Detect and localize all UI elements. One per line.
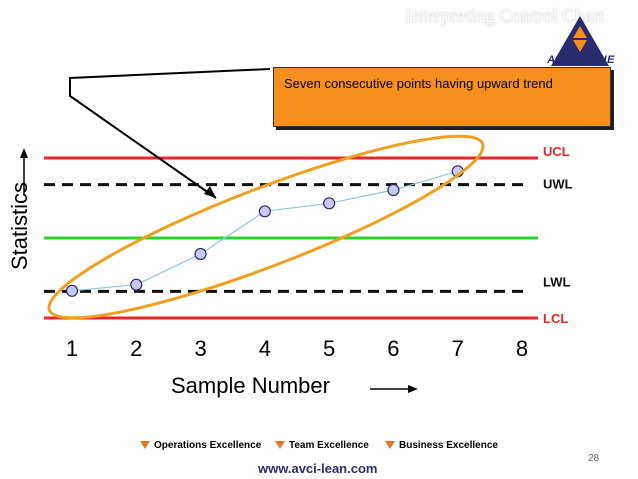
callout-arrow <box>69 68 271 199</box>
triangle-bullet-icon <box>385 441 395 450</box>
lcl-label: LCL <box>543 311 568 326</box>
y-axis-arrow <box>20 148 28 195</box>
x-axis-arrow <box>370 385 418 393</box>
y-axis-title: Statistics <box>7 181 33 271</box>
x-tick-label-4: 4 <box>259 336 271 361</box>
data-point-5 <box>323 197 336 210</box>
control-limits: UCL UWL LWL LCL <box>44 144 573 326</box>
x-axis-title: Sample Number <box>171 373 330 398</box>
triangle-bullet-icon <box>140 441 150 450</box>
x-tick-labels: 1 2 3 4 5 6 7 8 <box>66 336 528 361</box>
ucl-label: UCL <box>543 144 570 159</box>
footer-item-operations: Operations Excellence <box>140 440 261 451</box>
page-number: 28 <box>588 453 600 464</box>
trend-line <box>71 170 458 292</box>
x-tick-label-2: 2 <box>130 336 142 361</box>
page-title: Interpreting Control Chart <box>405 6 605 27</box>
x-tick-label-1: 1 <box>66 336 78 361</box>
logo-text: ADD VALUE <box>547 54 615 66</box>
trend-callout: Seven consecutive points having upward t… <box>273 67 611 127</box>
add-value-logo <box>551 16 609 66</box>
x-tick-label-3: 3 <box>194 336 206 361</box>
data-point-4 <box>258 205 271 218</box>
data-point-2 <box>130 278 143 291</box>
footer-url[interactable]: www.avci-lean.com <box>258 461 378 476</box>
uwl-label: UWL <box>543 177 573 192</box>
triangle-bullet-icon <box>275 441 285 450</box>
x-tick-label-7: 7 <box>452 336 464 361</box>
x-tick-label-6: 6 <box>387 336 399 361</box>
data-point-1 <box>65 284 79 297</box>
footer-item-business: Business Excellence <box>385 440 498 451</box>
lwl-label: LWL <box>543 274 570 289</box>
data-points <box>65 165 464 297</box>
trend-ellipse <box>47 134 485 320</box>
data-point-3 <box>194 247 207 261</box>
x-tick-label-5: 5 <box>323 336 335 361</box>
footer-item-team: Team Excellence <box>275 440 369 451</box>
data-point-6 <box>387 183 400 197</box>
x-tick-label-8: 8 <box>516 336 528 361</box>
series-line <box>71 170 458 292</box>
